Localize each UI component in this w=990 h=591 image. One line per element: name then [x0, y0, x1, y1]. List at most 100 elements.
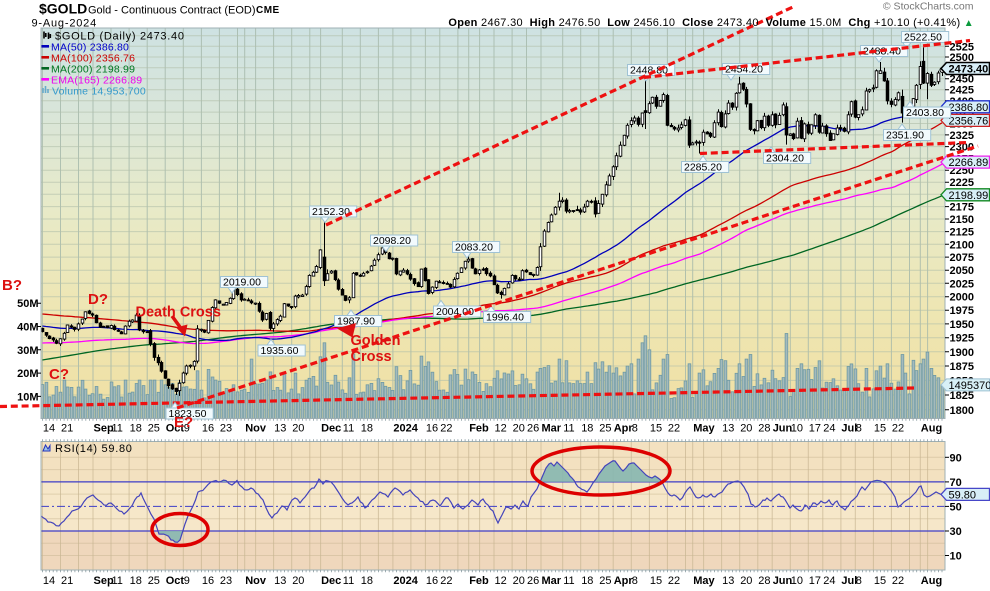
svg-text:2448.80: 2448.80 [630, 65, 668, 77]
svg-text:Nov: Nov [245, 575, 267, 587]
svg-text:14953700: 14953700 [949, 380, 990, 392]
svg-text:2386.80: 2386.80 [949, 102, 989, 114]
svg-text:25: 25 [148, 423, 160, 435]
svg-text:17: 17 [809, 423, 821, 435]
svg-text:8: 8 [632, 575, 638, 587]
svg-text:MA(100) 2356.76: MA(100) 2356.76 [51, 53, 135, 65]
svg-text:2100: 2100 [950, 239, 974, 251]
svg-text:© StockCharts.com: © StockCharts.com [883, 1, 974, 13]
svg-text:12: 12 [495, 423, 507, 435]
svg-text:10: 10 [950, 551, 962, 563]
svg-text:30M: 30M [17, 345, 38, 357]
svg-text:1825: 1825 [950, 390, 974, 402]
svg-text:2351.90: 2351.90 [886, 130, 924, 142]
svg-text:Oct: Oct [166, 423, 185, 435]
svg-text:2083.20: 2083.20 [455, 242, 493, 254]
svg-text:CME: CME [256, 5, 280, 16]
svg-text:15: 15 [874, 575, 886, 587]
svg-text:1950: 1950 [950, 319, 974, 331]
svg-text:2325: 2325 [950, 130, 974, 142]
svg-text:Feb: Feb [469, 423, 489, 435]
svg-text:2356.76: 2356.76 [949, 115, 989, 127]
svg-text:2150: 2150 [950, 214, 974, 226]
svg-text:21: 21 [61, 575, 73, 587]
svg-text:20: 20 [740, 423, 752, 435]
svg-text:22: 22 [668, 575, 680, 587]
svg-text:2125: 2125 [950, 227, 974, 239]
svg-text:1800: 1800 [950, 405, 974, 417]
svg-text:13: 13 [274, 575, 286, 587]
svg-text:Jul: Jul [841, 423, 857, 435]
svg-text:1975: 1975 [950, 305, 974, 317]
svg-text:23: 23 [220, 423, 232, 435]
svg-text:Apr: Apr [614, 423, 634, 435]
svg-text:2425: 2425 [950, 85, 974, 97]
svg-text:11: 11 [343, 423, 354, 435]
svg-text:Golden: Golden [351, 333, 401, 349]
svg-text:2000: 2000 [950, 292, 974, 304]
svg-text:8: 8 [856, 575, 862, 587]
svg-text:9: 9 [184, 423, 190, 435]
svg-text:15: 15 [874, 423, 886, 435]
svg-text:20: 20 [292, 423, 304, 435]
svg-text:2266.89: 2266.89 [949, 157, 989, 169]
svg-text:9-Aug-2024: 9-Aug-2024 [32, 18, 98, 30]
svg-text:16: 16 [202, 423, 214, 435]
svg-text:Gold - Continuous Contract (EO: Gold - Continuous Contract (EOD) [88, 5, 256, 17]
svg-text:Sep: Sep [94, 423, 114, 435]
svg-text:May: May [693, 423, 715, 435]
svg-text:26: 26 [527, 575, 539, 587]
svg-text:2225: 2225 [950, 177, 974, 189]
svg-text:50M: 50M [17, 298, 38, 310]
svg-text:MA(50) 2386.80: MA(50) 2386.80 [51, 42, 129, 54]
svg-text:Sep: Sep [94, 575, 114, 587]
svg-text:20: 20 [513, 423, 525, 435]
svg-text:18: 18 [130, 423, 142, 435]
svg-text:16: 16 [202, 575, 214, 587]
svg-text:Feb: Feb [469, 575, 489, 587]
svg-text:2198.99: 2198.99 [949, 190, 989, 202]
svg-text:Apr: Apr [614, 575, 634, 587]
svg-text:1823.50: 1823.50 [169, 408, 207, 420]
svg-text:2098.20: 2098.20 [373, 235, 411, 247]
svg-text:10: 10 [791, 575, 803, 587]
svg-text:11: 11 [112, 423, 123, 435]
svg-text:$GOLD: $GOLD [39, 1, 87, 17]
svg-text:16: 16 [426, 423, 438, 435]
svg-text:18: 18 [130, 575, 142, 587]
svg-text:22: 22 [440, 575, 452, 587]
svg-text:17: 17 [809, 575, 821, 587]
svg-text:24: 24 [823, 575, 835, 587]
svg-text:Jun: Jun [773, 575, 793, 587]
svg-text:Nov: Nov [245, 423, 267, 435]
svg-text:14: 14 [43, 575, 55, 587]
svg-text:26: 26 [527, 423, 539, 435]
svg-text:2525: 2525 [950, 41, 974, 53]
svg-text:13: 13 [722, 575, 734, 587]
svg-text:2024: 2024 [393, 423, 418, 435]
svg-text:15: 15 [650, 575, 662, 587]
svg-text:28: 28 [758, 423, 770, 435]
svg-text:B?: B? [2, 277, 22, 294]
svg-text:22: 22 [892, 575, 904, 587]
svg-text:25: 25 [599, 423, 611, 435]
svg-text:21: 21 [61, 423, 73, 435]
svg-text:2403.80: 2403.80 [906, 107, 944, 119]
svg-text:Mar: Mar [542, 575, 562, 587]
svg-text:Cross: Cross [351, 349, 392, 365]
svg-text:Death Cross: Death Cross [136, 305, 221, 321]
svg-text:2175: 2175 [950, 202, 974, 214]
svg-text:20: 20 [513, 575, 525, 587]
svg-text:40M: 40M [17, 322, 38, 334]
svg-text:E?: E? [174, 414, 193, 431]
svg-text:50: 50 [950, 501, 962, 513]
svg-text:70: 70 [950, 477, 962, 489]
svg-text:2004.00: 2004.00 [436, 306, 474, 318]
svg-text:C?: C? [49, 366, 69, 383]
svg-text:11: 11 [563, 575, 574, 587]
svg-text:8: 8 [856, 423, 862, 435]
svg-text:14: 14 [43, 423, 55, 435]
svg-text:Jul: Jul [841, 575, 857, 587]
svg-text:11: 11 [563, 423, 574, 435]
svg-text:D?: D? [88, 291, 108, 308]
